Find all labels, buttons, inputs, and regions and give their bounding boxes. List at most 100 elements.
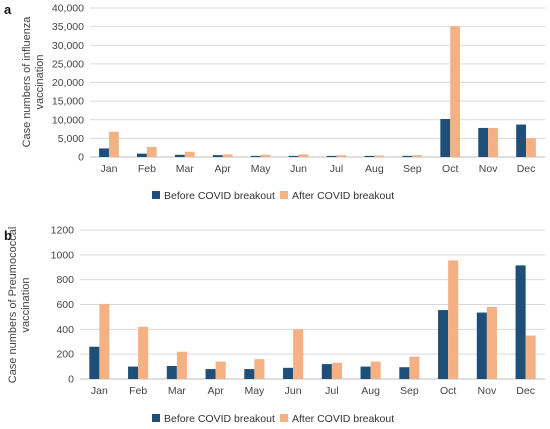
bar-before-feb <box>128 366 139 379</box>
bar-after-feb <box>146 146 157 157</box>
y-tick-label: 35,000 <box>52 21 84 33</box>
bar-before-jan <box>89 346 100 379</box>
x-tick-label: Sep <box>403 163 422 175</box>
y-axis-label: Case numbers of influenzavaccination <box>21 16 46 148</box>
legend-swatch-before <box>152 191 160 199</box>
x-tick-label: Jan <box>100 163 117 175</box>
panel-letter-b: b <box>4 228 12 243</box>
bar-before-jan <box>99 148 109 157</box>
y-tick-label: 1200 <box>51 225 75 237</box>
x-tick-label: Aug <box>365 163 384 175</box>
x-tick-label: Jun <box>290 163 307 175</box>
legend-swatch-after <box>280 414 288 422</box>
x-tick-label: Oct <box>442 163 458 175</box>
y-tick-label: 1000 <box>51 249 75 261</box>
y-tick-label: 10,000 <box>52 114 84 126</box>
y-tick-label: 40,000 <box>52 3 84 15</box>
y-tick-label: 600 <box>56 299 74 311</box>
bar-before-oct <box>438 310 449 379</box>
bar-before-sep <box>402 155 413 157</box>
bar-after-apr <box>222 154 233 157</box>
bar-before-nov <box>478 127 489 157</box>
panel-b-pneumococcal-chart: b 0 200 400 600 800 1000 1200 Jan Feb Mar Apr May Ju… <box>4 225 545 425</box>
bar-after-mar <box>184 151 195 157</box>
panel-a-influenza-chart: a 0 5,000 10,000 15,000 20,000 25,000 30,000 35… <box>4 2 545 202</box>
y-tick-label: 20,000 <box>52 77 84 89</box>
bar-before-jul <box>326 155 337 157</box>
x-tick-label: Jul <box>330 163 343 175</box>
panel-letter-a: a <box>4 2 12 17</box>
bar-before-aug <box>364 155 375 157</box>
y-tick-label: 25,000 <box>52 58 84 70</box>
bar-before-jun <box>283 367 294 379</box>
bar-before-dec <box>515 265 526 379</box>
bar-after-aug <box>374 155 385 157</box>
bar-before-mar <box>166 365 177 379</box>
legend-label-after: After COVID breakout <box>292 190 394 202</box>
x-tick-label: Sep <box>400 385 419 397</box>
x-tick-label: Aug <box>361 385 380 397</box>
x-tick-label: Jan <box>91 385 108 397</box>
bar-after-jan <box>99 303 110 379</box>
bar-after-dec <box>526 138 536 157</box>
x-tick-label: Mar <box>176 163 195 175</box>
bar-after-dec <box>525 335 536 379</box>
bar-after-jul <box>336 155 347 157</box>
bar-after-nov <box>486 306 497 379</box>
bar-before-aug <box>360 366 371 379</box>
bar-after-sep <box>409 356 420 379</box>
bar-before-feb <box>137 153 147 157</box>
bar-after-may <box>254 359 265 379</box>
bar-after-jan <box>108 131 119 157</box>
bar-after-oct <box>448 260 459 379</box>
x-tick-label: Apr <box>207 385 224 397</box>
bar-after-sep <box>412 155 423 157</box>
x-tick-label: Feb <box>129 385 147 397</box>
legend-label-after: After COVID breakout <box>292 413 394 425</box>
x-tick-label: May <box>251 163 272 175</box>
bar-before-mar <box>174 154 185 157</box>
legend-swatch-before <box>152 414 160 422</box>
x-tick-label: Jun <box>285 385 302 397</box>
bar-before-apr <box>205 369 216 379</box>
y-tick-label: 0 <box>78 152 84 164</box>
bar-after-jun <box>293 329 304 379</box>
x-tick-label: Nov <box>478 385 497 397</box>
bar-before-jul <box>321 364 332 379</box>
x-tick-label: Apr <box>215 163 232 175</box>
y-axis-label: Case numbers of Preumococcalvaccination <box>7 227 32 384</box>
bar-after-jul <box>331 362 342 379</box>
y-tick-label: 15,000 <box>52 96 84 108</box>
legend-label-before: Before COVID breakout <box>164 413 275 425</box>
bar-after-nov <box>488 127 498 157</box>
y-tick-label: 0 <box>68 374 74 386</box>
bar-before-may <box>250 155 261 157</box>
y-tick-label: 30,000 <box>52 40 84 52</box>
bar-after-aug <box>370 361 381 379</box>
x-tick-label: May <box>244 385 265 397</box>
y-tick-label: 400 <box>56 324 74 336</box>
bar-before-jun <box>288 155 299 157</box>
bar-before-may <box>244 369 255 379</box>
bar-before-dec <box>516 124 527 157</box>
legend-swatch-after <box>280 191 288 199</box>
bar-after-feb <box>138 326 149 379</box>
y-tick-label: 5,000 <box>58 133 84 145</box>
x-tick-label: Oct <box>440 385 456 397</box>
bar-before-apr <box>212 155 223 157</box>
bar-after-apr <box>215 361 226 379</box>
bar-after-mar <box>176 351 187 379</box>
bar-after-oct <box>450 26 461 157</box>
x-tick-label: Nov <box>479 163 498 175</box>
x-tick-label: Mar <box>168 385 187 397</box>
y-tick-label: 800 <box>56 274 74 286</box>
bar-before-nov <box>476 312 487 379</box>
bar-after-jun <box>298 154 309 157</box>
bar-before-oct <box>440 119 451 157</box>
x-tick-label: Dec <box>516 385 535 397</box>
x-tick-label: Jul <box>325 385 338 397</box>
x-tick-label: Feb <box>138 163 156 175</box>
legend-label-before: Before COVID breakout <box>164 190 275 202</box>
bar-after-may <box>260 154 271 157</box>
